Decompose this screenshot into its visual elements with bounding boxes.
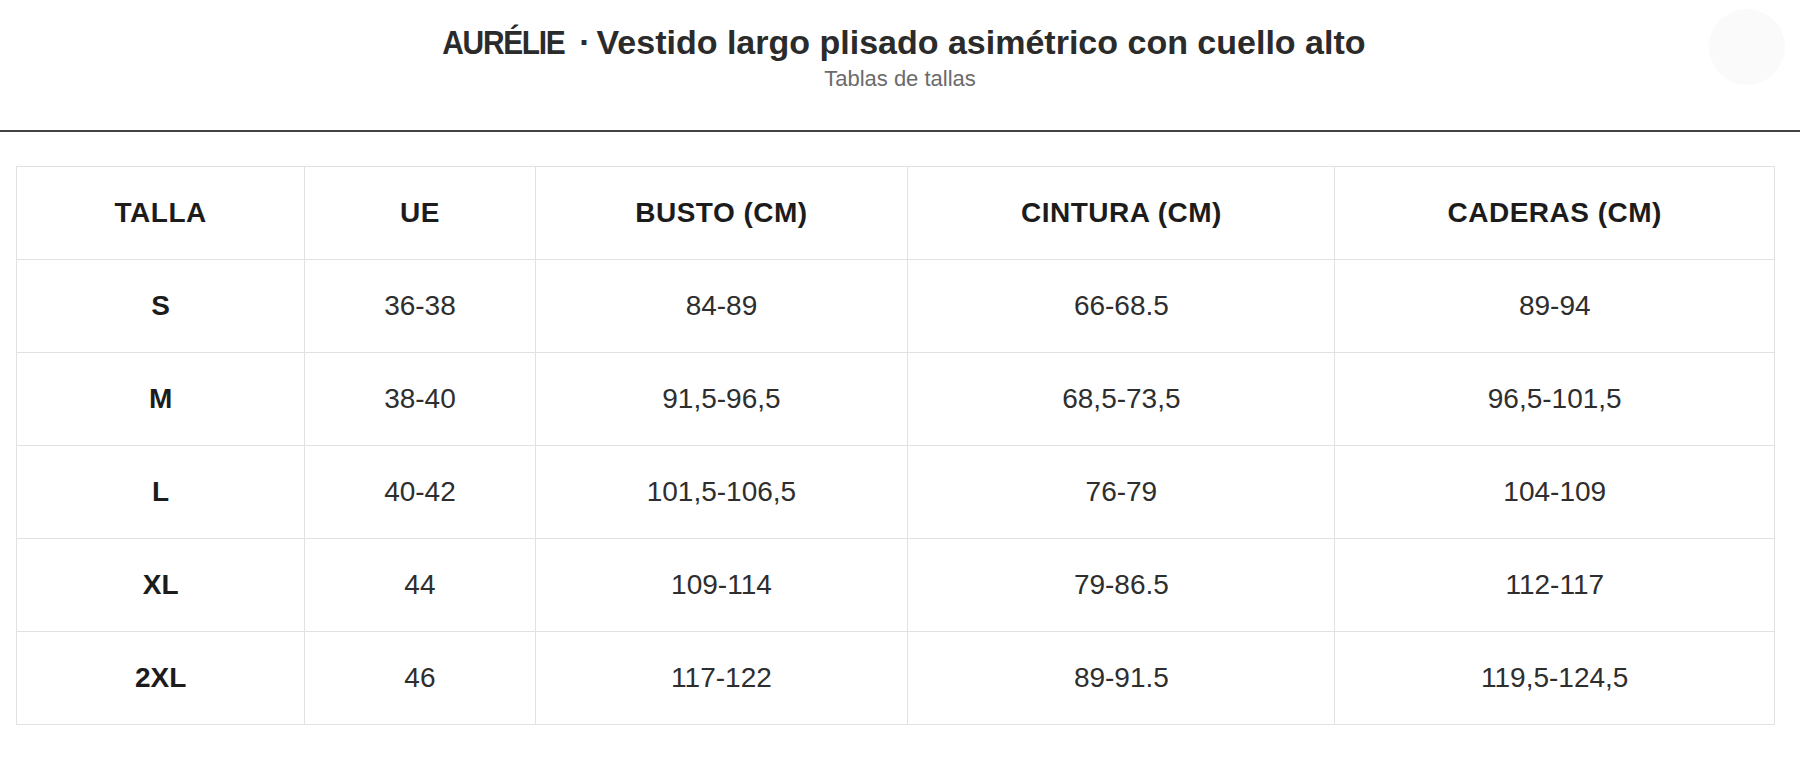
size-label-cell: XL bbox=[17, 539, 305, 632]
size-guide-header: AURÉLIE·Vestido largo plisado asimétrico… bbox=[0, 0, 1800, 94]
table-row: M38-4091,5-96,568,5-73,596,5-101,5 bbox=[17, 353, 1775, 446]
column-header: UE bbox=[305, 167, 535, 260]
measurement-cell: 84-89 bbox=[535, 260, 908, 353]
size-table-header: TALLAUEBUSTO (CM)CINTURA (CM)CADERAS (CM… bbox=[17, 167, 1775, 260]
measurement-cell: 89-91.5 bbox=[908, 632, 1335, 725]
measurement-cell: 119,5-124,5 bbox=[1335, 632, 1775, 725]
table-row: L40-42101,5-106,576-79104-109 bbox=[17, 446, 1775, 539]
table-row: XL44109-11479-86.5112-117 bbox=[17, 539, 1775, 632]
table-row: S36-3884-8966-68.589-94 bbox=[17, 260, 1775, 353]
page-title: AURÉLIE·Vestido largo plisado asimétrico… bbox=[0, 22, 1800, 62]
size-table-body: S36-3884-8966-68.589-94M38-4091,5-96,568… bbox=[17, 260, 1775, 725]
size-table: TALLAUEBUSTO (CM)CINTURA (CM)CADERAS (CM… bbox=[16, 166, 1775, 725]
page-subtitle: Tablas de tallas bbox=[0, 64, 1800, 94]
column-header: BUSTO (CM) bbox=[535, 167, 908, 260]
measurement-cell: 101,5-106,5 bbox=[535, 446, 908, 539]
measurement-cell: 68,5-73,5 bbox=[908, 353, 1335, 446]
measurement-cell: 40-42 bbox=[305, 446, 535, 539]
size-label-cell: M bbox=[17, 353, 305, 446]
column-header: CADERAS (CM) bbox=[1335, 167, 1775, 260]
header-row: TALLAUEBUSTO (CM)CINTURA (CM)CADERAS (CM… bbox=[17, 167, 1775, 260]
measurement-cell: 109-114 bbox=[535, 539, 908, 632]
close-button[interactable] bbox=[1709, 9, 1785, 85]
measurement-cell: 117-122 bbox=[535, 632, 908, 725]
size-label-cell: L bbox=[17, 446, 305, 539]
size-table-container: TALLAUEBUSTO (CM)CINTURA (CM)CADERAS (CM… bbox=[16, 166, 1775, 725]
size-label-cell: 2XL bbox=[17, 632, 305, 725]
measurement-cell: 96,5-101,5 bbox=[1335, 353, 1775, 446]
measurement-cell: 36-38 bbox=[305, 260, 535, 353]
measurement-cell: 38-40 bbox=[305, 353, 535, 446]
brand-name: AURÉLIE bbox=[443, 22, 565, 62]
title-separator: · bbox=[573, 23, 596, 61]
measurement-cell: 46 bbox=[305, 632, 535, 725]
measurement-cell: 44 bbox=[305, 539, 535, 632]
table-row: 2XL46117-12289-91.5119,5-124,5 bbox=[17, 632, 1775, 725]
measurement-cell: 76-79 bbox=[908, 446, 1335, 539]
size-label-cell: S bbox=[17, 260, 305, 353]
measurement-cell: 104-109 bbox=[1335, 446, 1775, 539]
column-header: TALLA bbox=[17, 167, 305, 260]
measurement-cell: 79-86.5 bbox=[908, 539, 1335, 632]
header-divider bbox=[0, 130, 1800, 132]
product-name: Vestido largo plisado asimétrico con cue… bbox=[597, 23, 1366, 61]
measurement-cell: 91,5-96,5 bbox=[535, 353, 908, 446]
measurement-cell: 112-117 bbox=[1335, 539, 1775, 632]
measurement-cell: 66-68.5 bbox=[908, 260, 1335, 353]
column-header: CINTURA (CM) bbox=[908, 167, 1335, 260]
measurement-cell: 89-94 bbox=[1335, 260, 1775, 353]
